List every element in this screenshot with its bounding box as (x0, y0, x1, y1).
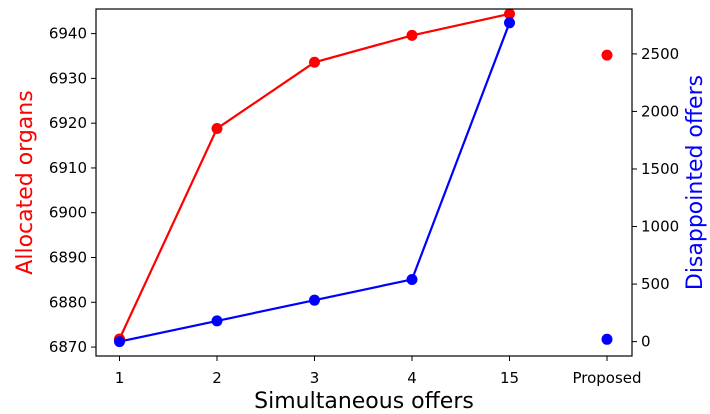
left-y-axis-title: Allocated organs (13, 90, 38, 274)
x-tick-label: 15 (500, 369, 519, 387)
x-axis: 1 2 3 4 15 Proposed (115, 356, 642, 387)
plot-frame (95, 8, 633, 357)
series-1-proposed-point (601, 49, 613, 61)
series-2-point (309, 294, 320, 306)
left-y-tick-label: 6920 (49, 114, 87, 132)
series-2-point (114, 336, 125, 348)
x-tick-label: Proposed (572, 369, 641, 387)
left-y-tick-label: 6880 (49, 293, 87, 311)
left-y-tick-label: 6940 (49, 25, 87, 43)
series-2-proposed-point (601, 333, 613, 345)
right-y-tick-label: 2000 (641, 102, 679, 120)
left-y-tick-label: 6890 (49, 248, 87, 266)
plot-marks (114, 8, 613, 348)
series-2-point (504, 17, 515, 29)
series-2-point (211, 315, 223, 327)
left-y-tick-label: 6870 (49, 338, 87, 356)
series-2-point (406, 273, 418, 285)
series-1-point (211, 123, 223, 135)
left-y-tick-label: 6900 (49, 204, 87, 222)
left-y-axis: 6870 6880 6890 6900 6910 6920 6930 6940 (49, 25, 96, 356)
x-tick-label: 4 (407, 369, 417, 387)
right-y-tick-label: 2500 (641, 45, 679, 63)
right-y-tick-label: 1000 (641, 218, 679, 236)
right-y-tick-label: 1500 (641, 160, 679, 178)
x-axis-title: Simultaneous offers (254, 389, 474, 414)
series-line-2 (119, 22, 511, 343)
left-y-tick-label: 6930 (49, 69, 87, 87)
right-y-tick-label: 500 (641, 275, 670, 293)
x-tick-label: 2 (212, 369, 222, 387)
series-1-point (406, 29, 418, 41)
left-y-tick-label: 6910 (49, 159, 87, 177)
right-y-tick-label: 0 (641, 333, 651, 351)
x-tick-label: 3 (310, 369, 320, 387)
series-1-point (309, 56, 320, 68)
right-y-axis: 0 500 1000 1500 2000 2500 (632, 45, 679, 351)
right-y-axis-title: Disappointed offers (683, 75, 708, 290)
series-1-point (504, 8, 515, 20)
x-tick-label: 1 (115, 369, 125, 387)
